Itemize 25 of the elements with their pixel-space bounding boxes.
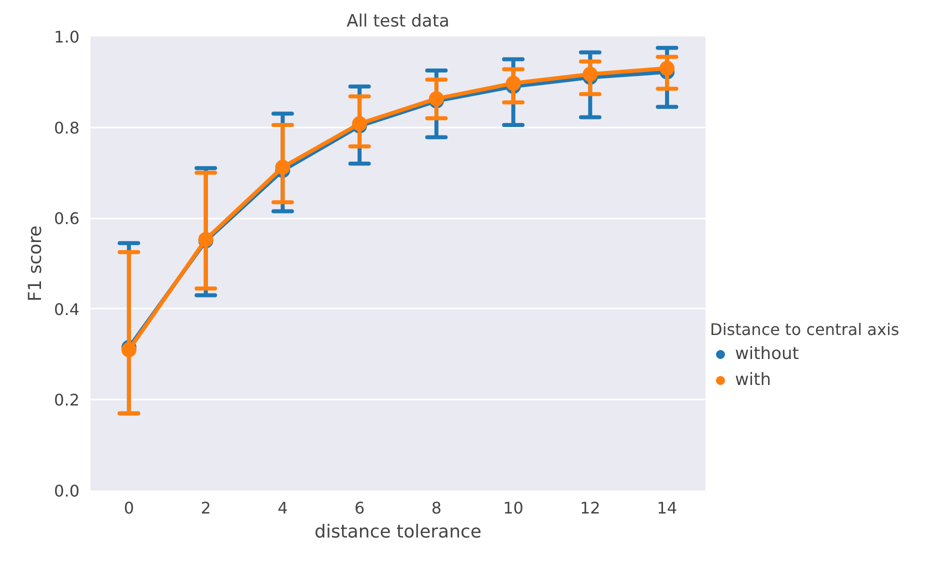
point [660,60,675,76]
y-tick-label: 0.2 [54,390,80,410]
y-tick-label: 1.0 [54,28,80,46]
chart-title: All test data [346,12,450,32]
point [121,342,136,358]
x-tick-label: 6 [354,498,365,518]
legend-label: without [735,344,799,364]
x-tick-label: 14 [656,498,678,518]
x-tick-label: 8 [431,498,442,518]
y-axis-title: F1 score [25,226,46,302]
x-tick-label: 12 [580,498,600,518]
point [506,76,521,91]
y-tick-label: 0.8 [54,118,80,138]
x-tick-label: 4 [278,498,288,518]
x-tick-label: 2 [200,498,211,518]
legend-label: with [735,370,772,390]
x-tick-label: 0 [124,498,134,518]
x-axis-title: distance tolerance [314,522,482,542]
y-tick-label: 0.0 [54,482,80,500]
y-tick-label: 0.4 [54,300,80,319]
y-tick-label: 0.6 [54,209,80,228]
legend-title: Distance to central axis [710,320,900,339]
point [582,66,598,82]
point [275,160,290,175]
x-tick-label: 10 [503,498,524,518]
